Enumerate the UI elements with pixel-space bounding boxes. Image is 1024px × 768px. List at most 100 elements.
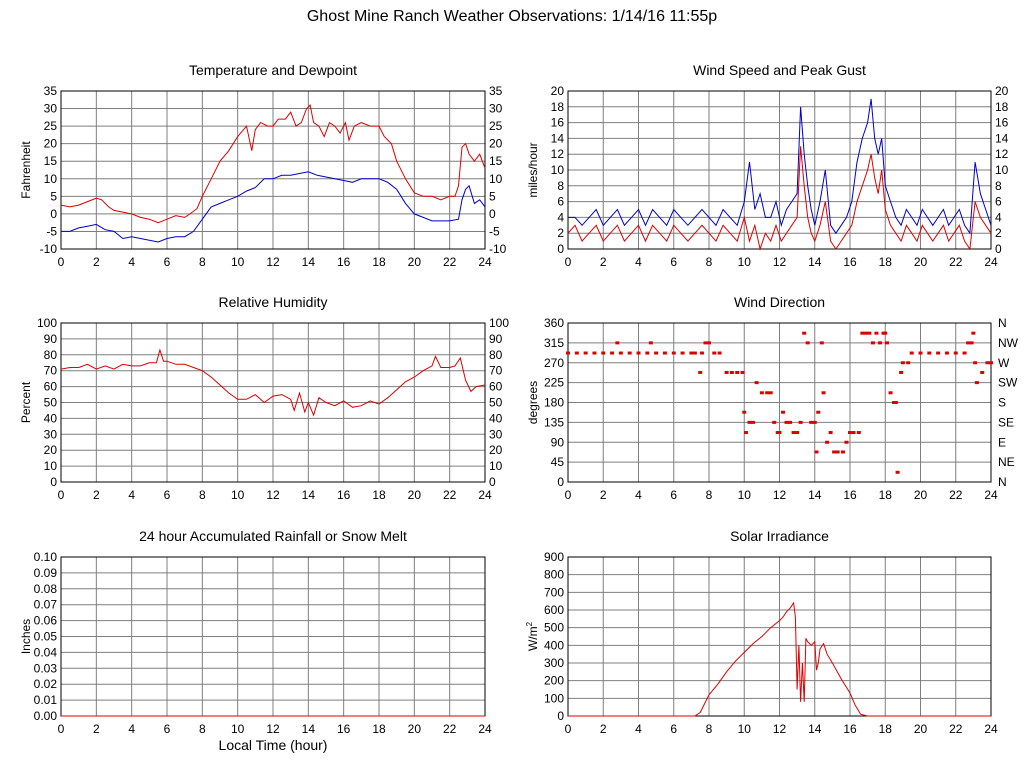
y-tick-label: 25 — [44, 119, 58, 133]
data-point — [795, 431, 800, 435]
series-line — [61, 171, 486, 243]
y-tick-label-right: 30 — [489, 102, 503, 116]
y-tick-label: 700 — [544, 585, 564, 599]
series-line — [568, 98, 992, 235]
data-point — [692, 351, 697, 355]
y-tick-label-right: 10 — [489, 459, 503, 473]
x-tick-label: 6 — [164, 722, 171, 736]
data-point — [936, 351, 941, 355]
data-point — [791, 431, 796, 435]
y-tick-label-right: 20 — [489, 137, 503, 151]
x-tick-label: 14 — [808, 488, 822, 502]
x-tick-label: 2 — [600, 722, 607, 736]
x-tick-label: 8 — [706, 722, 713, 736]
data-point — [816, 410, 821, 414]
y-tick-label: 18 — [551, 100, 565, 114]
data-point — [712, 351, 717, 355]
data-point — [851, 431, 856, 435]
y-tick-label-right: 15 — [489, 154, 503, 168]
data-point — [689, 351, 694, 355]
data-point — [805, 341, 810, 345]
y-tick-label: 0.02 — [34, 677, 58, 691]
y-tick-label-right: 12 — [995, 147, 1009, 161]
solar-x-ticks: 0 2 4 6 8 10 12 14 16 18 20 22 24 — [565, 722, 998, 736]
y-tick-label-right: 18 — [995, 100, 1009, 114]
y-tick-label: 180 — [544, 396, 564, 410]
x-tick-label: 4 — [635, 722, 642, 736]
y-tick-label: 16 — [551, 116, 565, 130]
temp-y-axis-label: Fahrenheit — [19, 141, 33, 199]
x-tick-label: 2 — [600, 255, 607, 269]
data-point — [973, 361, 978, 365]
compass-label: SE — [998, 415, 1014, 429]
y-tick-label: 0.01 — [34, 693, 58, 707]
data-point — [777, 431, 782, 435]
data-point — [788, 420, 793, 424]
x-tick-label: 8 — [199, 722, 206, 736]
y-tick-label: 2 — [557, 226, 564, 240]
y-tick-label: 30 — [44, 102, 58, 116]
y-tick-label: 10 — [44, 172, 58, 186]
y-tick-label-right: -5 — [489, 224, 500, 238]
x-tick-label: 20 — [914, 255, 928, 269]
data-point — [895, 470, 900, 474]
x-tick-label: 10 — [738, 255, 752, 269]
dir-title: Wind Direction — [734, 294, 825, 310]
x-tick-label: 0 — [565, 255, 572, 269]
y-tick-label-right: 80 — [489, 348, 503, 362]
x-tick-label: 2 — [600, 488, 607, 502]
data-point — [819, 341, 824, 345]
x-tick-label: 18 — [372, 255, 386, 269]
y-tick-label: 0.06 — [34, 614, 58, 628]
data-point — [856, 431, 861, 435]
y-tick-label-right: 0 — [489, 207, 496, 221]
data-point — [969, 341, 974, 345]
y-tick-label: 100 — [544, 691, 564, 705]
y-tick-label-right: 4 — [995, 210, 1002, 224]
y-tick-label: 300 — [544, 656, 564, 670]
data-point — [985, 361, 990, 365]
x-tick-label: 18 — [879, 488, 893, 502]
y-tick-label: 315 — [544, 336, 564, 350]
data-point — [698, 370, 703, 374]
compass-label: E — [998, 435, 1006, 449]
data-point — [888, 391, 893, 395]
y-tick-label: 500 — [544, 621, 564, 635]
x-tick-label: 8 — [199, 488, 206, 502]
solar-y-axis-label: W/m2 — [525, 621, 540, 651]
x-tick-label: 2 — [93, 488, 100, 502]
data-point — [812, 420, 817, 424]
rain-chart: 24 hour Accumulated Rainfall or Snow Mel… — [19, 528, 492, 753]
data-point — [729, 370, 734, 374]
x-tick-label: 10 — [231, 722, 245, 736]
y-tick-label-right: 10 — [489, 172, 503, 186]
data-point — [648, 341, 653, 345]
data-point — [953, 351, 958, 355]
y-tick-label-right: 8 — [995, 179, 1002, 193]
x-tick-label: 10 — [231, 488, 245, 502]
wind-frame — [567, 90, 992, 250]
solar-series-0 — [568, 601, 991, 717]
series-line — [60, 348, 486, 417]
y-tick-label: 6 — [557, 195, 564, 209]
y-tick-label: 35 — [44, 84, 58, 98]
y-tick-label-right: 90 — [489, 332, 503, 346]
data-point — [974, 381, 979, 385]
data-point — [867, 331, 872, 335]
x-tick-label: 2 — [93, 722, 100, 736]
x-tick-label: 12 — [773, 488, 787, 502]
y-tick-label: 90 — [551, 435, 565, 449]
data-point — [825, 440, 830, 444]
compass-label: W — [998, 356, 1010, 370]
compass-label: NE — [998, 455, 1015, 469]
x-tick-label: 0 — [58, 722, 65, 736]
data-point — [754, 381, 759, 385]
data-point — [893, 401, 898, 404]
y-tick-label: 20 — [44, 443, 58, 457]
y-tick-label: 0.05 — [34, 630, 58, 644]
x-tick-label: 8 — [706, 255, 713, 269]
data-point — [885, 341, 890, 345]
wind-series-1 — [568, 98, 992, 235]
